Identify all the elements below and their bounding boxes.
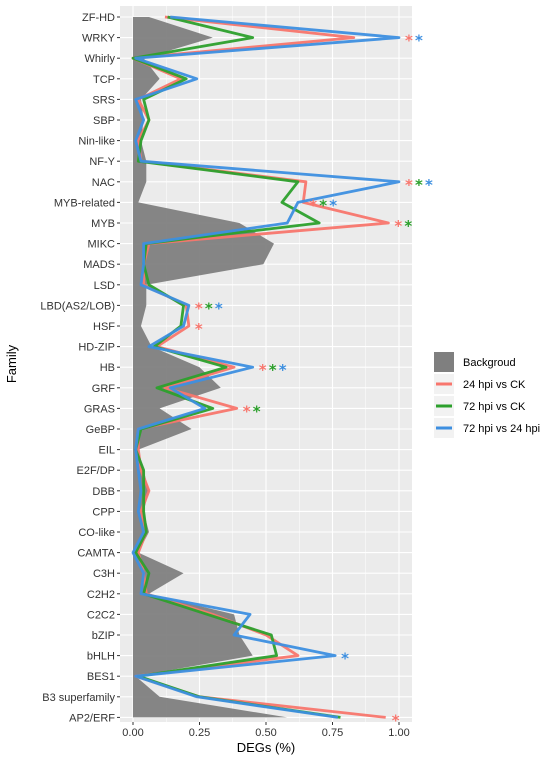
significance-star: *	[392, 711, 400, 729]
significance-star: *	[309, 196, 317, 214]
significance-star: *	[253, 402, 261, 420]
significance-star: *	[405, 32, 413, 50]
significance-star: *	[425, 176, 433, 194]
significance-star: *	[404, 217, 412, 235]
y-tick-label: C2C2	[87, 609, 115, 621]
y-axis-title: Family	[4, 344, 19, 383]
y-tick-label: MYB	[91, 218, 115, 230]
y-tick-label: SRS	[92, 94, 115, 106]
y-tick-label: TCP	[93, 74, 115, 86]
significance-layer: * ** * ** * ** ** * *** * ** ***	[195, 32, 433, 730]
background-area	[133, 17, 288, 718]
background-layer	[133, 17, 288, 718]
y-tick-label: EIL	[98, 445, 115, 457]
significance-star: *	[195, 320, 203, 338]
y-tick-label: HSF	[93, 321, 115, 333]
y-tick-label: LSD	[94, 280, 115, 292]
x-axis-title: DEGs (%)	[237, 740, 296, 755]
y-tick-label: GRAS	[84, 403, 115, 415]
series-layer	[131, 15, 401, 719]
x-tick-label: 1.00	[388, 727, 409, 739]
grid-layer	[120, 6, 412, 722]
significance-star: *	[394, 217, 402, 235]
significance-star: *	[195, 299, 203, 317]
significance-star: *	[329, 196, 337, 214]
y-tick-label: DBB	[92, 486, 115, 498]
y-tick-label: ZF-HD	[82, 12, 115, 24]
y-tick-label: MYB-related	[54, 197, 115, 209]
x-tick-label: 0.50	[255, 727, 276, 739]
y-tick-label: bHLH	[87, 651, 115, 663]
significance-star: *	[319, 196, 327, 214]
y-tick-label: CAMTA	[77, 548, 115, 560]
legend: Backgroud 24 hpi vs CK 72 hpi vs CK 72 hpi …	[434, 352, 540, 438]
y-tick-label: GeBP	[86, 424, 115, 436]
y-tick-label: B3 superfamily	[42, 692, 115, 704]
y-tick-layer: ZF-HD WRKY Whirly TCP SRS SBP Nin-like NF-Y NAC M…	[40, 12, 120, 724]
significance-star: *	[269, 361, 277, 379]
significance-star: *	[415, 32, 423, 50]
y-tick-label: AP2/ERF	[69, 712, 115, 724]
y-tick-label: Nin-like	[78, 136, 115, 148]
significance-star: *	[243, 402, 251, 420]
legend-label-series: 72 hpi vs 24 hpi	[463, 423, 540, 435]
y-tick-label: NAC	[92, 177, 115, 189]
y-tick-label: Whirly	[84, 53, 115, 65]
legend-key-background	[434, 352, 454, 372]
legend-label-series: 72 hpi vs CK	[463, 401, 526, 413]
legend-label-background: Backgroud	[463, 357, 516, 369]
y-tick-label: HB	[100, 362, 115, 374]
y-tick-label: bZIP	[92, 630, 115, 642]
y-tick-label: CPP	[92, 506, 115, 518]
significance-star: *	[205, 299, 213, 317]
y-tick-label: HD-ZIP	[78, 342, 115, 354]
y-tick-label: WRKY	[82, 33, 116, 45]
y-tick-label: SBP	[93, 115, 115, 127]
series-line-3	[131, 15, 401, 719]
y-tick-label: C2H2	[87, 589, 115, 601]
y-tick-label: CO-like	[78, 527, 115, 539]
y-tick-label: MIKC	[88, 239, 116, 251]
y-tick-label: E2F/DP	[76, 465, 115, 477]
legend-label-series: 24 hpi vs CK	[463, 379, 526, 391]
y-tick-label: C3H	[93, 568, 115, 580]
y-tick-label: GRF	[92, 383, 116, 395]
significance-star: *	[415, 176, 423, 194]
significance-star: *	[341, 650, 349, 668]
y-tick-label: MADS	[83, 259, 115, 271]
x-tick-label: 0.75	[322, 727, 343, 739]
x-tick-layer: 0.00 0.25 0.50 0.75 1.00	[122, 722, 410, 739]
significance-star: *	[405, 176, 413, 194]
significance-star: *	[279, 361, 287, 379]
significance-star: *	[259, 361, 267, 379]
x-tick-label: 0.25	[189, 727, 210, 739]
y-tick-label: NF-Y	[89, 156, 115, 168]
x-tick-label: 0.00	[122, 727, 143, 739]
y-tick-label: LBD(AS2/LOB)	[40, 300, 115, 312]
y-tick-label: BES1	[87, 671, 115, 683]
significance-star: *	[215, 299, 223, 317]
series-line-2	[131, 15, 341, 719]
